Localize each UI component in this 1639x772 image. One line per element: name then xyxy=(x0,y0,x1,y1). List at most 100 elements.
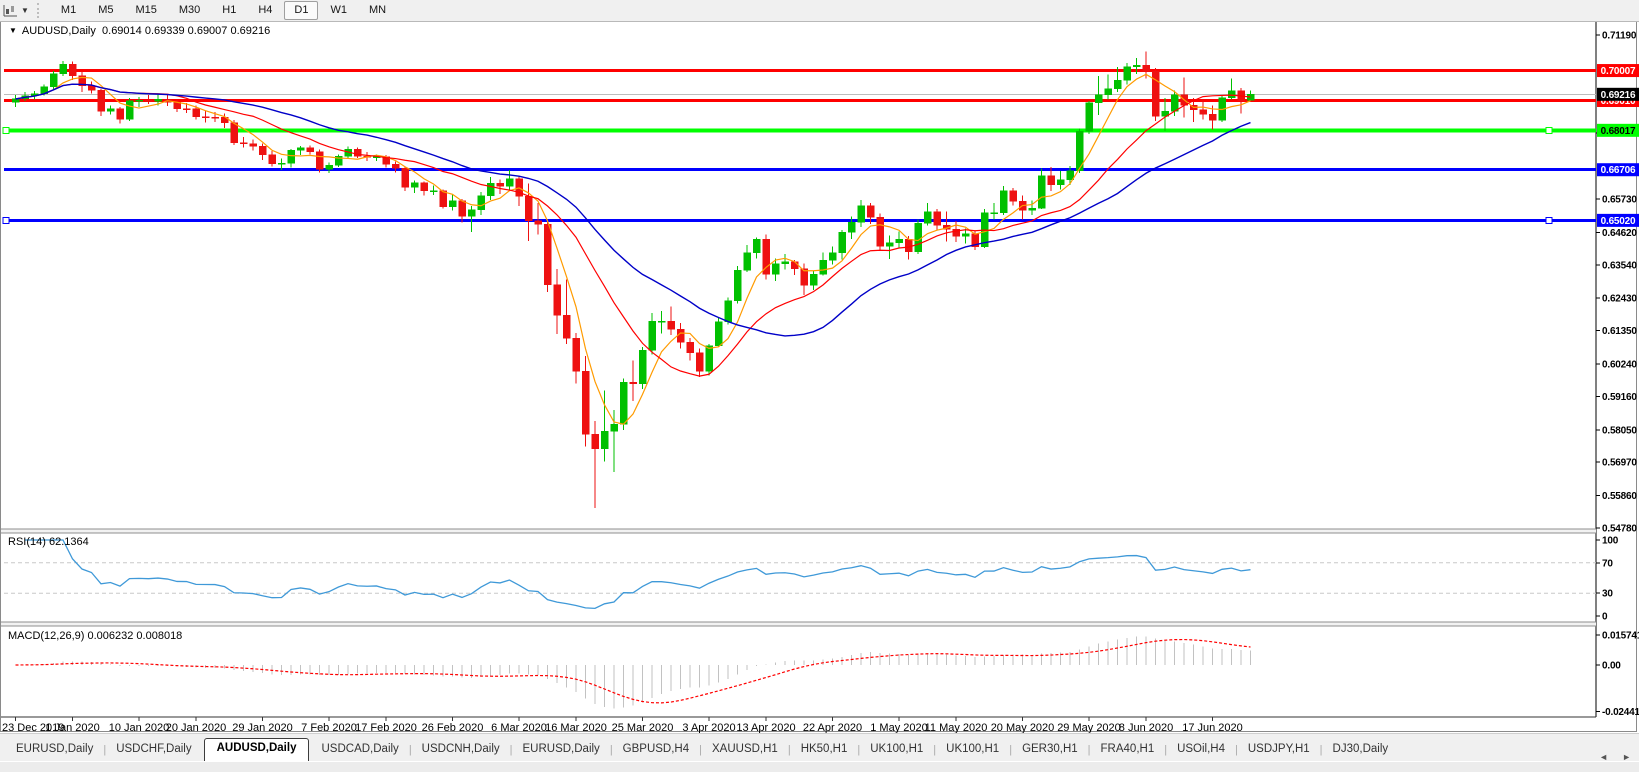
svg-text:0.00: 0.00 xyxy=(1602,661,1621,672)
line-handle[interactable] xyxy=(1545,216,1553,224)
svg-text:0.65020: 0.65020 xyxy=(1601,216,1636,227)
svg-text:29 May 2020: 29 May 2020 xyxy=(1057,722,1121,734)
svg-text:11 May 2020: 11 May 2020 xyxy=(925,722,988,734)
svg-text:1 Jan 2020: 1 Jan 2020 xyxy=(45,722,99,734)
tab-separator: | xyxy=(857,744,861,756)
chart-frame xyxy=(0,21,1637,732)
rsi-label: RSI(14) 62.1364 xyxy=(8,536,89,548)
svg-text:0.58050: 0.58050 xyxy=(1602,425,1637,436)
chart-title: ▼ AUDUSD,Daily 0.69014 0.69339 0.69007 0.… xyxy=(9,25,270,37)
svg-text:0: 0 xyxy=(1602,612,1608,623)
chart-cursor-button[interactable]: ▼ xyxy=(0,1,33,20)
tab-usdjpy-h1[interactable]: USDJPY,H1 xyxy=(1247,743,1310,755)
tab-usdcad-daily[interactable]: USDCAD,Daily xyxy=(321,743,399,755)
timeframe-button-h1[interactable]: H1 xyxy=(222,4,237,16)
chart-ohlc-values: 0.69014 0.69339 0.69007 0.69216 xyxy=(102,25,271,37)
svg-text:70: 70 xyxy=(1602,558,1613,569)
tab-hk50-h1[interactable]: HK50,H1 xyxy=(800,743,848,755)
svg-text:0.68017: 0.68017 xyxy=(1601,126,1636,137)
svg-text:0.66706: 0.66706 xyxy=(1601,165,1636,176)
tab-gbpusd-h4[interactable]: GBPUSD,H4 xyxy=(622,743,690,755)
svg-text:0.55860: 0.55860 xyxy=(1602,491,1637,502)
tab-xauusd-h1[interactable]: XAUUSD,H1 xyxy=(712,743,778,755)
svg-text:7 Feb 2020: 7 Feb 2020 xyxy=(301,722,357,734)
timeframe-button-m1[interactable]: M1 xyxy=(60,4,77,16)
line-handle[interactable] xyxy=(1545,126,1553,134)
svg-text:22 Apr 2020: 22 Apr 2020 xyxy=(803,722,862,734)
tab-separator: | xyxy=(408,744,412,756)
timeframe-toolbar: ▼ M1 M5 M15 M30 H1 H4 D1 W1 MN xyxy=(0,0,1639,22)
svg-text:20 Jan 2020: 20 Jan 2020 xyxy=(166,722,227,734)
macd-values: 0.006232 0.008018 xyxy=(87,630,183,642)
tab-separator: | xyxy=(609,744,613,756)
svg-text:30: 30 xyxy=(1602,589,1613,600)
svg-text:8 Jun 2020: 8 Jun 2020 xyxy=(1119,722,1173,734)
svg-text:0.69010: 0.69010 xyxy=(1601,96,1636,107)
svg-text:10 Jan 2020: 10 Jan 2020 xyxy=(109,722,170,734)
svg-text:0.60240: 0.60240 xyxy=(1602,359,1637,370)
timeframe-button-d1[interactable]: D1 xyxy=(284,1,319,20)
rsi-value: 62.1364 xyxy=(48,536,89,548)
svg-text:0.56970: 0.56970 xyxy=(1602,458,1637,469)
timeframe-button-mn[interactable]: MN xyxy=(368,4,387,16)
tab-separator: | xyxy=(933,744,937,756)
tab-eurusd-daily[interactable]: EURUSD,Daily xyxy=(16,743,94,755)
tab-dj30-daily[interactable]: DJ30,Daily xyxy=(1332,743,1389,755)
collapse-triangle-icon[interactable]: ▼ xyxy=(9,26,17,35)
mini-chart-icon xyxy=(3,4,17,16)
tab-scroll-right-icon[interactable]: ► xyxy=(1622,752,1631,762)
svg-text:0.65730: 0.65730 xyxy=(1602,195,1637,206)
svg-text:23 Dec 2019: 23 Dec 2019 xyxy=(2,722,64,734)
tab-usdchf-daily[interactable]: USDCHF,Daily xyxy=(116,743,192,755)
svg-text:0.69216: 0.69216 xyxy=(1601,90,1636,101)
tab-separator: | xyxy=(103,744,107,756)
tab-separator: | xyxy=(509,744,513,756)
timeframe-button-h4[interactable]: H4 xyxy=(258,4,273,16)
tab-fra40-h1[interactable]: FRA40,H1 xyxy=(1100,743,1155,755)
tab-audusd-daily[interactable]: AUDUSD,Daily xyxy=(203,738,310,762)
svg-text:13 Apr 2020: 13 Apr 2020 xyxy=(736,722,795,734)
svg-text:17 Jun 2020: 17 Jun 2020 xyxy=(1182,722,1243,734)
toolbar-grip[interactable] xyxy=(36,3,44,18)
tab-uk100-h1[interactable]: UK100,H1 xyxy=(870,743,924,755)
svg-text:0.59160: 0.59160 xyxy=(1602,392,1637,403)
tab-uk100-h1[interactable]: UK100,H1 xyxy=(946,743,1000,755)
svg-text:0.015741: 0.015741 xyxy=(1602,630,1639,641)
tab-separator: | xyxy=(1164,744,1168,756)
svg-text:0.62430: 0.62430 xyxy=(1602,294,1637,305)
symbol-tabbar: EURUSD,Daily | USDCHF,Daily AUDUSD,Daily USD… xyxy=(0,733,1639,762)
tab-eurusd-daily[interactable]: EURUSD,Daily xyxy=(522,743,600,755)
tab-separator: | xyxy=(1319,744,1323,756)
svg-text:26 Feb 2020: 26 Feb 2020 xyxy=(422,722,484,734)
chevron-down-icon: ▼ xyxy=(21,6,29,15)
svg-text:0.63540: 0.63540 xyxy=(1602,260,1637,271)
timeframe-button-m5[interactable]: M5 xyxy=(98,4,114,16)
tab-usdcnh-daily[interactable]: USDCNH,Daily xyxy=(421,743,500,755)
svg-text:6 Mar 2020: 6 Mar 2020 xyxy=(491,722,547,734)
svg-text:16 Mar 2020: 16 Mar 2020 xyxy=(545,722,607,734)
svg-text:0.54780: 0.54780 xyxy=(1602,524,1637,535)
svg-text:0.61350: 0.61350 xyxy=(1602,326,1637,337)
tab-separator: | xyxy=(787,744,791,756)
tab-scroll-left-icon[interactable]: ◄ xyxy=(1599,752,1609,762)
timeframe-button-w1[interactable]: W1 xyxy=(330,4,347,16)
tab-separator: | xyxy=(1087,744,1091,756)
chart-symbol: AUDUSD,Daily xyxy=(21,25,96,37)
line-handle[interactable] xyxy=(2,126,10,134)
timeframe-button-m30[interactable]: M30 xyxy=(178,4,201,16)
svg-text:20 May 2020: 20 May 2020 xyxy=(991,722,1055,734)
svg-text:1 May 2020: 1 May 2020 xyxy=(870,722,927,734)
tab-usoil-h4[interactable]: USOil,H4 xyxy=(1177,743,1226,755)
line-handle[interactable] xyxy=(2,216,10,224)
svg-text:29 Jan 2020: 29 Jan 2020 xyxy=(232,722,293,734)
tab-separator: | xyxy=(699,744,702,756)
svg-text:0.64620: 0.64620 xyxy=(1602,228,1637,239)
svg-text:0.70007: 0.70007 xyxy=(1601,66,1636,77)
svg-text:100: 100 xyxy=(1602,536,1619,547)
macd-label: MACD(12,26,9) 0.006232 0.008018 xyxy=(8,630,183,642)
tab-ger30-h1[interactable]: GER30,H1 xyxy=(1022,743,1078,755)
svg-text:25 Mar 2020: 25 Mar 2020 xyxy=(612,722,674,734)
timeframe-button-m15[interactable]: M15 xyxy=(135,4,157,16)
